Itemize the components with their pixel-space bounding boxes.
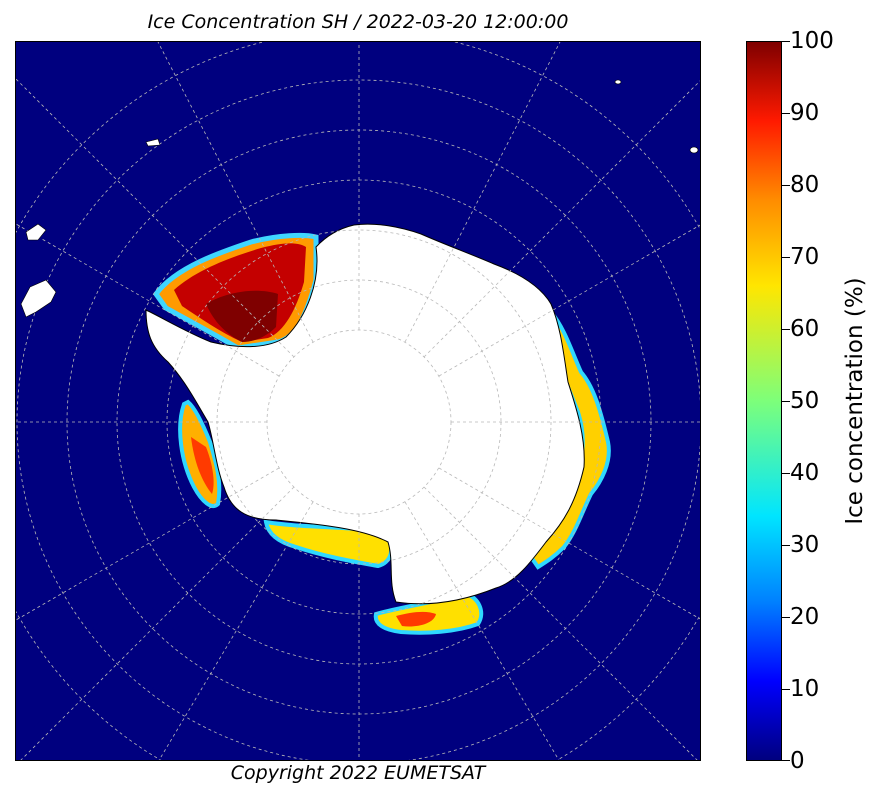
meridian-lines	[16, 42, 700, 760]
colorbar-axis-label: Ice concentration (%)	[842, 277, 868, 525]
colorbar-tick	[782, 617, 790, 618]
ross-sea-ice	[263, 519, 394, 569]
colorbar-tick	[782, 185, 790, 186]
colorbar-tick-label: 50	[790, 388, 820, 414]
colorbar-tick-label: 40	[790, 460, 820, 486]
polar-map-svg	[16, 42, 700, 760]
colorbar-tick	[782, 41, 790, 42]
map-title: Ice Concentration SH / 2022-03-20 12:00:…	[147, 11, 569, 33]
antarctica-landmass	[145, 223, 585, 605]
weddell-sea-ice-max	[206, 290, 278, 342]
colorbar-tick-label: 20	[790, 604, 820, 630]
colorbar	[746, 41, 782, 761]
colorbar-tick-label: 100	[790, 28, 834, 54]
sea-ice-map	[15, 41, 701, 761]
wilkes-land-sea-ice-core	[396, 611, 436, 627]
colorbar-tick	[782, 760, 790, 761]
colorbar-tick-label: 70	[790, 244, 820, 270]
colorbar-tick	[782, 401, 790, 402]
amundsen-sea-ice-core	[191, 437, 214, 494]
colorbar-tick	[782, 473, 790, 474]
colorbar-tick	[782, 329, 790, 330]
islands	[20, 79, 699, 318]
colorbar-tick	[782, 113, 790, 114]
colorbar-tick	[782, 689, 790, 690]
colorbar-tick	[782, 257, 790, 258]
colorbar-tick-label: 0	[790, 748, 805, 774]
east-antarctic-sea-ice	[528, 308, 611, 570]
colorbar-tick-label: 90	[790, 100, 820, 126]
colorbar-tick	[782, 545, 790, 546]
colorbar-tick-label: 60	[790, 316, 820, 342]
colorbar-tick-label: 80	[790, 172, 820, 198]
colorbar-tick-label: 30	[790, 532, 820, 558]
copyright-notice: Copyright 2022 EUMETSAT	[230, 762, 486, 784]
colorbar-tick-label: 10	[790, 676, 820, 702]
